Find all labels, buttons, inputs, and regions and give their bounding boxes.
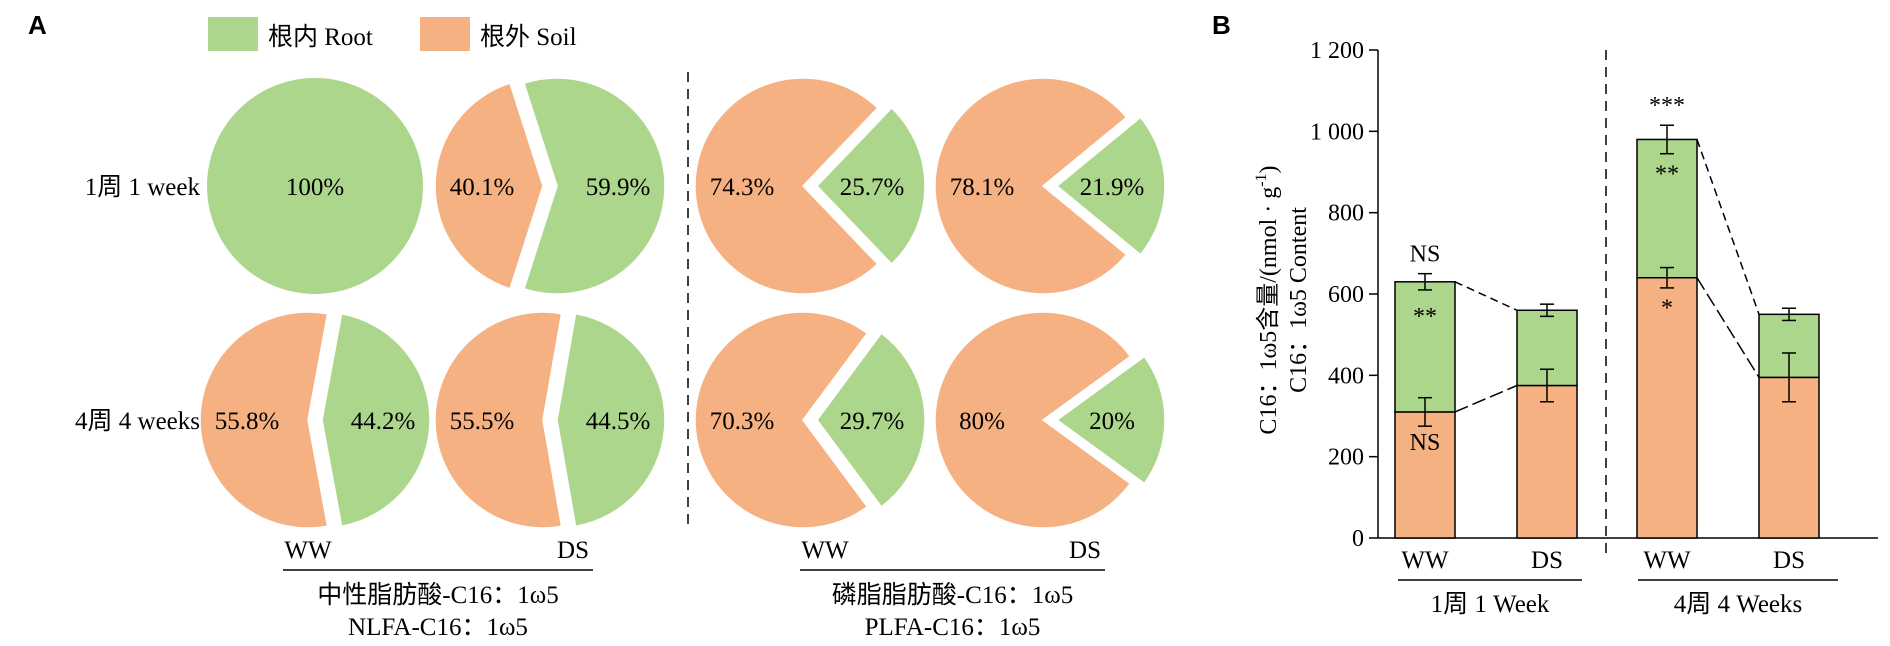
annot-total-2: *** (1649, 93, 1685, 119)
y-tick-label-1000: 1 000 (1310, 119, 1364, 145)
annot-total-0: NS (1410, 242, 1441, 268)
pie-r1-c0-root-label: 44.2% (351, 408, 416, 435)
pie-r1-c3-root-label: 20% (1089, 408, 1135, 435)
pie-r1-c2-soil-label: 70.3% (710, 408, 775, 435)
pie-r0-c3-soil-label: 78.1% (950, 174, 1015, 201)
annot-root-2: ** (1655, 161, 1679, 187)
pie-r1-c0-root-slice (321, 312, 431, 528)
y-tick-label-0: 0 (1352, 526, 1364, 552)
annot-soil-0: NS (1410, 430, 1441, 456)
connector-total-1 (1696, 139, 1760, 315)
pie-group-plfa-ww: WW (801, 537, 849, 564)
connector-total-0 (1454, 281, 1518, 311)
row-label-4-weeks: 4周 4 weeks (75, 408, 200, 435)
legend-root-swatch (208, 17, 258, 51)
annot-soil-2: * (1661, 296, 1673, 322)
pie-group-plfa-ds: DS (1069, 537, 1101, 564)
pie-r1-c2-root-label: 29.7% (840, 408, 905, 435)
pie-r0-c2-soil-slice (694, 77, 879, 295)
x-tick-label-2: WW (1643, 547, 1691, 574)
bar-3-soil (1758, 376, 1820, 539)
pie-r1-c1-soil-slice (434, 311, 563, 529)
y-tick-label-400: 400 (1328, 363, 1364, 389)
pie-r1-c3-root-slice (1055, 355, 1166, 485)
bar-0-root (1394, 281, 1456, 413)
pie-group-nlfa-title-cn: 中性脂肪酸-C16：1ω5 (317, 581, 558, 609)
panel-a-label: A (28, 10, 47, 40)
stacked-bar-chart: 0 200 400 600 800 1 000 1 200 C16：1ω5含量/(nmol ·… (1253, 38, 1878, 618)
connector-soil-0 (1454, 384, 1518, 413)
legend-soil-label: 根外 Soil (480, 23, 577, 51)
pie-group-nlfa-title-en: NLFA-C16：1ω5 (348, 614, 528, 641)
pie-group-nlfa-ds: DS (557, 537, 589, 564)
pie-r1-c1-soil-label: 55.5% (450, 408, 515, 435)
pie-group-plfa-title-en: PLFA-C16：1ω5 (865, 614, 1041, 641)
bar-2-root (1636, 138, 1698, 279)
pie-r1-c2-root-slice (816, 332, 926, 508)
pie-group-plfa-title-cn: 磷脂脂肪酸-C16：1ω5 (832, 581, 1073, 609)
pie-r0-c2-root-label: 25.7% (840, 174, 905, 201)
bar-1-soil (1516, 384, 1578, 539)
x-tick-label-0: WW (1401, 547, 1449, 574)
pie-r1-c0-soil-label: 55.8% (215, 408, 280, 435)
pie-r0-c2-soil-label: 74.3% (710, 174, 775, 201)
pie-r1-c2-soil-slice (694, 311, 869, 529)
pie-r0-c1-root-label: 59.9% (586, 174, 651, 201)
legend: 根内 Root 根外 Soil (208, 17, 577, 51)
pie-r1-c3-soil-label: 80% (959, 408, 1005, 435)
pie-r0-c3-soil-slice (934, 77, 1128, 295)
pie-r0-c0-root-slice (207, 78, 423, 294)
pie-r0-c3-root-label: 21.9% (1080, 174, 1145, 201)
pie-r1-c3-soil-slice (934, 311, 1132, 529)
period-label-0: 1周 1 Week (1431, 591, 1550, 618)
y-axis-title-cn: C16：1ω5含量/(nmol · g-1) (1253, 165, 1282, 434)
row-label-1-week: 1周 1 week (85, 174, 201, 201)
pie-r0-c1-root-slice (523, 77, 666, 295)
y-axis-title-cn-sup: -1 (1253, 173, 1270, 186)
pie-r0-c2-root-slice (815, 106, 926, 266)
annot-root-0: ** (1413, 304, 1437, 330)
pie-r1-c1-root-slice (556, 312, 666, 528)
pie-r0-c1-soil-slice (434, 82, 544, 290)
pie-r0-c3-root-slice (1055, 116, 1166, 256)
legend-soil-swatch (420, 17, 470, 51)
bar-0-soil (1394, 411, 1456, 539)
period-label-1: 4周 4 Weeks (1674, 591, 1803, 618)
pie-r0-c0-root-label: 100% (286, 174, 344, 201)
y-tick-label-600: 600 (1328, 282, 1364, 308)
legend-root-label: 根内 Root (268, 23, 373, 51)
pie-group-nlfa-ww: WW (284, 537, 332, 564)
x-tick-label-3: DS (1773, 547, 1805, 574)
x-tick-label-1: DS (1531, 547, 1563, 574)
pie-r0-c1-soil-label: 40.1% (450, 174, 515, 201)
y-axis-title-cn-tail: ) (1256, 165, 1282, 173)
pie-r1-c1-root-label: 44.5% (586, 408, 651, 435)
y-axis-title-cn-main: C16：1ω5含量/(nmol · g (1255, 187, 1282, 435)
y-tick-label-200: 200 (1328, 445, 1364, 471)
panel-b-label: B (1212, 10, 1231, 40)
pie-axis-labels: 1周 1 week 4周 4 weeks WW DS 中性脂肪酸-C16：1ω5 NLFA… (75, 174, 1105, 641)
y-tick-label-800: 800 (1328, 201, 1364, 227)
pie-r1-c0-soil-slice (199, 311, 329, 529)
y-tick-label-1200: 1 200 (1310, 38, 1364, 64)
connector-soil-1 (1696, 277, 1760, 378)
pie-charts: 100% 59.9% 40.1% 25.7% 74.3% 21.9% 78.1% 44.2% 5… (199, 77, 1166, 529)
y-axis-title-en: C16：1ω5 Content (1286, 207, 1312, 393)
